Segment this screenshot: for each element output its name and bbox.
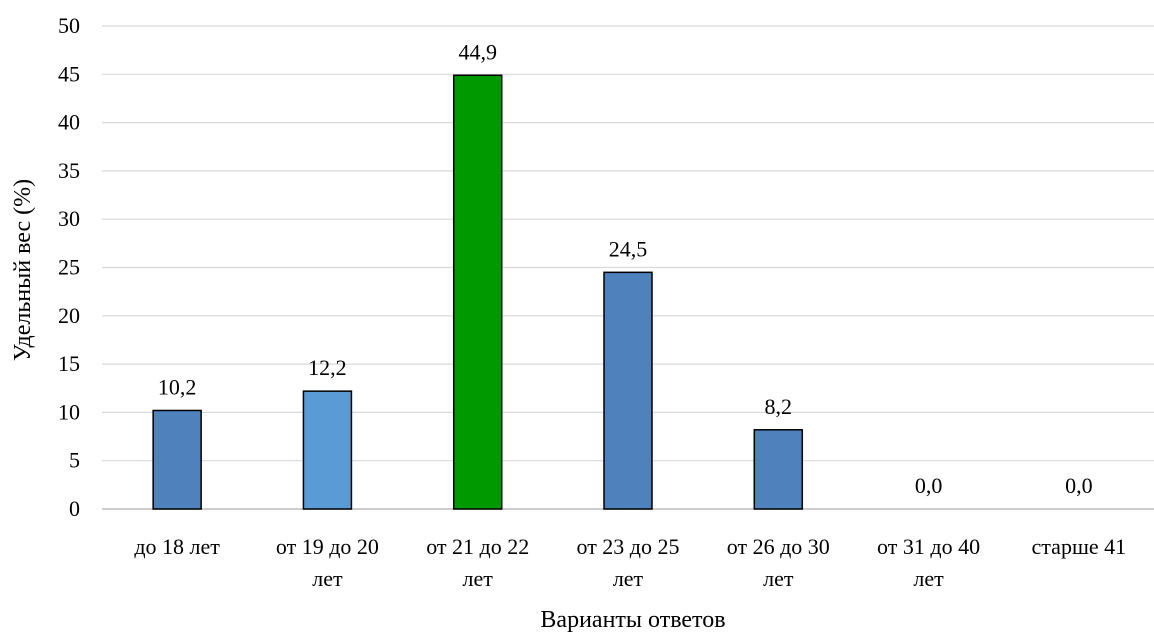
- y-tick-label: 50: [58, 13, 80, 38]
- category-label: лет: [913, 566, 944, 591]
- y-tick-label: 35: [58, 158, 80, 183]
- y-tick-label: 20: [58, 303, 80, 328]
- y-tick-label: 15: [58, 351, 80, 376]
- category-label: от 26 до 30: [727, 534, 830, 559]
- x-axis-title: Варианты ответов: [540, 607, 725, 633]
- data-label: 8,2: [765, 394, 793, 419]
- y-tick-label: 10: [58, 399, 80, 424]
- y-axis-title: Удельный вес (%): [10, 179, 36, 361]
- category-label: от 31 до 40: [877, 534, 980, 559]
- category-label: лет: [463, 566, 494, 591]
- data-label: 10,2: [158, 374, 197, 399]
- category-label: лет: [312, 566, 343, 591]
- category-label: от 19 до 20: [276, 534, 379, 559]
- bar: [152, 409, 202, 510]
- data-labels: 10,2 12,2 44,9 24,5 8,2 0,0 0,0: [158, 39, 1093, 498]
- category-label: от 21 до 22: [426, 534, 529, 559]
- data-label: 12,2: [308, 355, 347, 380]
- category-label: от 23 до 25: [576, 534, 679, 559]
- y-tick-label: 40: [58, 110, 80, 135]
- data-label: 44,9: [458, 39, 497, 64]
- y-tick-label: 5: [69, 448, 80, 473]
- y-tick-labels: 0 5 10 15 20 25 30 35 40 45 50: [58, 13, 80, 521]
- category-label: лет: [763, 566, 794, 591]
- bar: [753, 429, 804, 510]
- category-label: лет: [613, 566, 644, 591]
- data-label: 0,0: [1065, 473, 1093, 498]
- y-tick-label: 0: [69, 496, 80, 521]
- bar: [452, 74, 503, 510]
- bar: [302, 390, 353, 510]
- bars: [152, 74, 804, 510]
- category-labels: до 18 лет от 19 до 20 лет от 21 до 22 лет от …: [134, 534, 1126, 591]
- data-label: 24,5: [609, 236, 648, 261]
- y-tick-label: 25: [58, 255, 80, 280]
- data-label: 0,0: [915, 473, 943, 498]
- category-label: старше 41: [1032, 534, 1127, 559]
- y-tick-label: 45: [58, 61, 80, 86]
- y-tick-label: 30: [58, 206, 80, 231]
- bar: [603, 271, 653, 510]
- category-label: до 18 лет: [134, 534, 220, 559]
